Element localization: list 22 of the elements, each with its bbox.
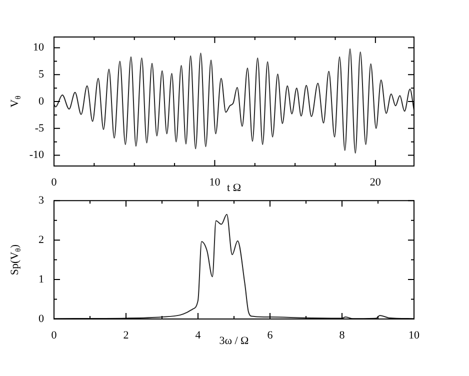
y-tick-label: -10 xyxy=(29,149,44,162)
x-tick-label: 20 xyxy=(370,176,382,188)
x-tick-label: 0 xyxy=(51,329,58,342)
x-tick-label: 4 xyxy=(195,329,202,342)
y-tick-label: 5 xyxy=(38,68,44,81)
y-tick-label: 3 xyxy=(38,194,44,206)
y-tick-label: 0 xyxy=(38,95,44,108)
line-series xyxy=(54,48,414,154)
x-tick-label: 8 xyxy=(339,329,346,342)
y-tick-label: 1 xyxy=(38,273,44,286)
y-tick-label: 10 xyxy=(33,42,44,54)
y-tick-label: 2 xyxy=(38,234,44,246)
x-axis-title: 3ω / Ω xyxy=(219,334,249,347)
x-tick-label: 0 xyxy=(51,176,58,188)
x-tick-label: 2 xyxy=(123,329,129,342)
line-series xyxy=(54,214,414,319)
x-tick-label: 10 xyxy=(209,176,221,188)
x-axis-title: t Ω xyxy=(227,182,241,194)
x-tick-label: 10 xyxy=(408,329,420,342)
y-tick-label: -5 xyxy=(34,122,44,134)
y-tick-label: 0 xyxy=(38,312,44,325)
x-tick-label: 6 xyxy=(267,329,274,342)
